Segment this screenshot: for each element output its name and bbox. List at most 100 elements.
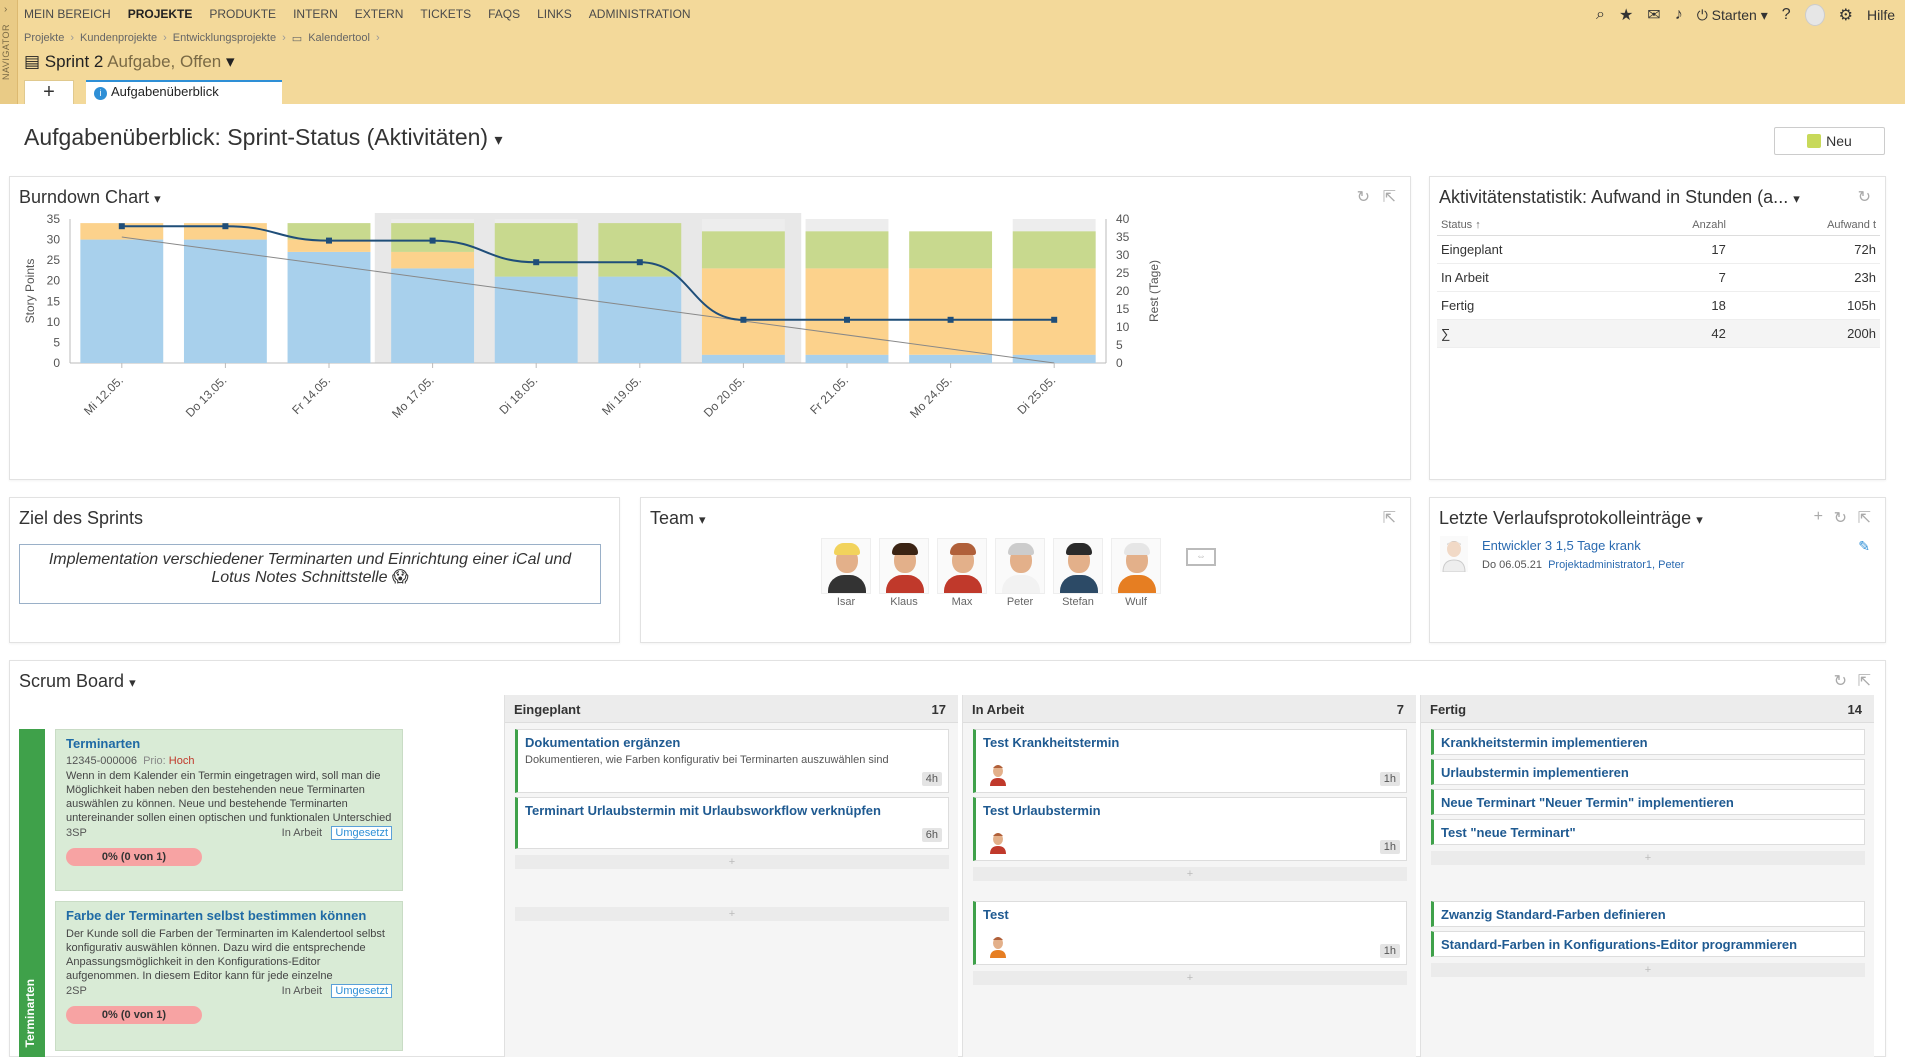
refresh-icon[interactable]: ↻ — [1356, 189, 1370, 206]
help-circle-icon[interactable]: ? — [1781, 6, 1791, 23]
add-tab-button[interactable]: + — [24, 80, 74, 104]
help-link[interactable]: Hilfe — [1866, 7, 1895, 23]
task-card[interactable]: Zwanzig Standard-Farben definieren — [1431, 901, 1865, 927]
add-task-row[interactable]: + — [1431, 851, 1865, 865]
story-title[interactable]: Terminarten — [66, 736, 141, 751]
start-menu-button[interactable]: ⏻ Starten ▾ — [1696, 6, 1768, 23]
task-card[interactable]: Test 1h — [973, 901, 1407, 965]
team-member[interactable]: Max — [937, 538, 987, 608]
breadcrumb-item[interactable]: Entwicklungsprojekte — [172, 32, 277, 44]
page-title[interactable]: Aufgabenüberblick: Sprint-Status (Aktivi… — [24, 124, 503, 151]
team-title[interactable]: Team ▾ — [650, 508, 706, 529]
history-entry[interactable]: Entwickler 3 1,5 Tage krank Do 06.05.21 … — [1440, 536, 1870, 576]
layout-toggle-icon[interactable]: ⇔ — [1186, 548, 1216, 566]
task-card[interactable]: Test "neue Terminart" — [1431, 819, 1865, 845]
bar-segment — [287, 239, 371, 252]
task-card[interactable]: Urlaubstermin implementieren — [1431, 759, 1865, 785]
task-card[interactable]: Test Urlaubstermin 1h — [973, 797, 1407, 861]
add-task-row[interactable]: + — [973, 971, 1407, 985]
add-task-row[interactable]: + — [515, 907, 949, 921]
task-card[interactable]: Test Krankheitstermin 1h — [973, 729, 1407, 793]
scrum-title[interactable]: Scrum Board ▾ — [19, 671, 136, 692]
team-member[interactable]: Wulf — [1111, 538, 1161, 608]
edit-icon[interactable]: ✎ — [1858, 538, 1870, 554]
object-subtitle: Aufgabe, Offen — [107, 52, 222, 71]
breadcrumb-item[interactable]: Projekte — [24, 32, 65, 44]
export-icon[interactable]: ⇱ — [1382, 189, 1396, 206]
table-row[interactable]: Eingeplant 17 72h — [1437, 235, 1880, 264]
hours-badge: 4h — [921, 772, 942, 786]
breadcrumb-item[interactable]: Kalendertool — [308, 32, 370, 44]
nav-mein-bereich[interactable]: MEIN BEREICH — [24, 7, 111, 21]
add-task-row[interactable]: + — [973, 867, 1407, 881]
story-card[interactable]: Farbe der Terminarten selbst bestimmen k… — [55, 901, 403, 1051]
sprint-goal-text[interactable]: Implementation verschiedener Terminarten… — [19, 544, 601, 604]
nav-projekte[interactable]: PROJEKTE — [127, 7, 193, 21]
add-task-row[interactable]: + — [1431, 963, 1865, 977]
refresh-icon[interactable]: ↻ — [1833, 510, 1847, 527]
story-card[interactable]: Terminarten 12345-000006 Prio: Hoch Wenn… — [55, 729, 403, 891]
tab-aufgabenueberblick[interactable]: i Aufgabenüberblick — [86, 80, 282, 104]
table-row[interactable]: Fertig 18 105h — [1437, 291, 1880, 320]
col-header-effort[interactable]: Aufwand t — [1729, 215, 1880, 236]
nav-administration[interactable]: ADMINISTRATION — [588, 7, 691, 21]
burndown-title[interactable]: Burndown Chart ▾ — [19, 187, 161, 208]
col-header-status[interactable]: Status ↑ — [1437, 215, 1621, 236]
team-member[interactable]: Isar — [821, 538, 871, 608]
nav-links[interactable]: LINKS — [537, 7, 572, 21]
user-avatar[interactable] — [1804, 4, 1825, 26]
nav-faqs[interactable]: FAQS — [488, 7, 521, 21]
navigator-arrow-icon[interactable]: › — [4, 4, 8, 15]
open-external-icon[interactable]: ⇱ — [1857, 673, 1871, 690]
bar-segment — [183, 239, 267, 363]
star-icon[interactable]: ★ — [1618, 7, 1634, 24]
bar-segment — [909, 354, 993, 363]
column-count: 7 — [1396, 702, 1404, 717]
open-external-icon[interactable]: ⇱ — [1857, 510, 1871, 527]
swimlane-terminarten: Terminarten — [19, 729, 412, 1057]
refresh-icon[interactable]: ↻ — [1833, 673, 1847, 690]
bell-icon[interactable]: ♪ — [1674, 6, 1683, 23]
stats-title[interactable]: Aktivitätenstatistik: Aufwand in Stunden… — [1439, 187, 1800, 208]
status-badge[interactable]: Umgesetzt — [331, 984, 392, 998]
prio-value: Hoch — [168, 755, 195, 767]
breadcrumb-item[interactable]: Kundenprojekte — [80, 32, 158, 44]
history-title[interactable]: Letzte Verlaufsprotokolleinträge ▾ — [1439, 508, 1703, 529]
x-tick-label: Di 25.05. — [1014, 373, 1058, 417]
gear-icon[interactable]: ⚙ — [1838, 7, 1853, 24]
history-entry-title[interactable]: Entwickler 3 1,5 Tage krank — [1482, 538, 1641, 553]
navigator-strip[interactable]: › NAVIGATOR — [0, 0, 18, 104]
nav-tickets[interactable]: TICKETS — [420, 7, 472, 21]
status-badge[interactable]: Umgesetzt — [331, 826, 392, 840]
object-title[interactable]: ▤ Sprint 2 Aufgabe, Offen ▾ — [24, 52, 235, 72]
open-external-icon[interactable]: ⇱ — [1382, 510, 1396, 527]
history-entry-author[interactable]: Projektadministrator1, Peter — [1548, 559, 1685, 571]
search-icon[interactable]: ⌕ — [1595, 6, 1605, 23]
task-card[interactable]: Neue Terminart "Neuer Termin" implementi… — [1431, 789, 1865, 815]
bar-segment — [1012, 354, 1096, 363]
add-icon[interactable]: + — [1813, 508, 1823, 525]
team-title-text: Team — [650, 508, 695, 528]
sprint-goal-panel: Ziel des Sprints Implementation verschie… — [9, 497, 620, 643]
team-member[interactable]: Peter — [995, 538, 1045, 608]
nav-produkte[interactable]: PRODUKTE — [209, 7, 277, 21]
task-card[interactable]: Standard-Farben in Konfigurations-Editor… — [1431, 931, 1865, 957]
task-card[interactable]: Krankheitstermin implementieren — [1431, 729, 1865, 755]
y-tick-label: 25 — [47, 253, 61, 267]
story-title[interactable]: Farbe der Terminarten selbst bestimmen k… — [66, 908, 367, 923]
mail-icon[interactable]: ✉ — [1647, 7, 1661, 24]
task-card[interactable]: Dokumentation ergänzen Dokumentieren, wi… — [515, 729, 949, 793]
nav-extern[interactable]: EXTERN — [354, 7, 404, 21]
task-card[interactable]: Terminart Urlaubstermin mit Urlaubsworkf… — [515, 797, 949, 849]
table-row[interactable]: In Arbeit 7 23h — [1437, 263, 1880, 292]
col-header-count[interactable]: Anzahl — [1620, 215, 1730, 236]
count-cell: 17 — [1620, 235, 1730, 264]
team-member[interactable]: Stefan — [1053, 538, 1103, 608]
team-member[interactable]: Klaus — [879, 538, 929, 608]
status-cell: Eingeplant — [1437, 235, 1621, 264]
nav-intern[interactable]: INTERN — [293, 7, 338, 21]
new-button[interactable]: Neu — [1774, 127, 1885, 155]
refresh-icon[interactable]: ↻ — [1857, 189, 1871, 206]
story-id: 12345-000006 — [66, 755, 137, 767]
add-task-row[interactable]: + — [515, 855, 949, 869]
